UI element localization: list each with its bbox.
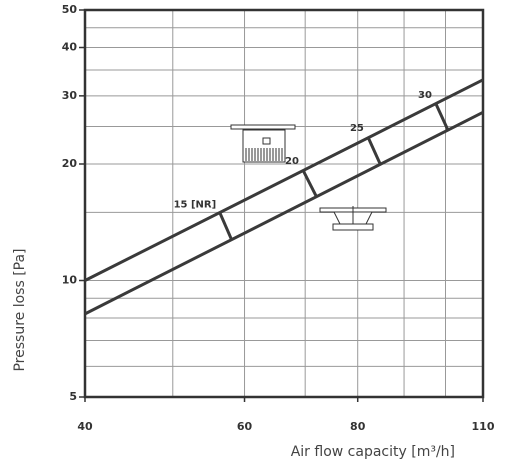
nr-label: 30 <box>418 90 432 101</box>
nr-label: 25 <box>350 123 364 134</box>
x-tick-label: 110 <box>472 420 495 433</box>
y-tick-label: 20 <box>62 157 78 170</box>
y-tick-label: 30 <box>62 89 78 102</box>
flat-unit-icon <box>319 206 387 231</box>
nr-label: 15 [NR] <box>174 199 217 210</box>
series-line <box>84 110 484 316</box>
plot-frame <box>83 8 485 399</box>
series-line <box>84 78 484 282</box>
nr-line <box>366 136 382 165</box>
x-axis-title: Air flow capacity [m³/h] <box>291 444 455 460</box>
y-tick-label: 50 <box>62 3 78 16</box>
y-tick-label: 5 <box>69 390 77 403</box>
ceiling-unit-icon <box>230 124 296 163</box>
nr-label: 20 <box>285 156 299 167</box>
icons <box>230 124 387 231</box>
x-tick-label: 60 <box>237 420 253 433</box>
x-tick-label: 80 <box>350 420 366 433</box>
nr-line <box>301 169 318 198</box>
nr-line <box>434 103 450 131</box>
y-axis-title: Pressure loss [Pa] <box>12 248 28 371</box>
y-tick-label: 40 <box>62 41 78 54</box>
x-tick-label: 40 <box>77 420 93 433</box>
y-tick-label: 10 <box>62 274 78 287</box>
nr-line <box>218 212 234 241</box>
